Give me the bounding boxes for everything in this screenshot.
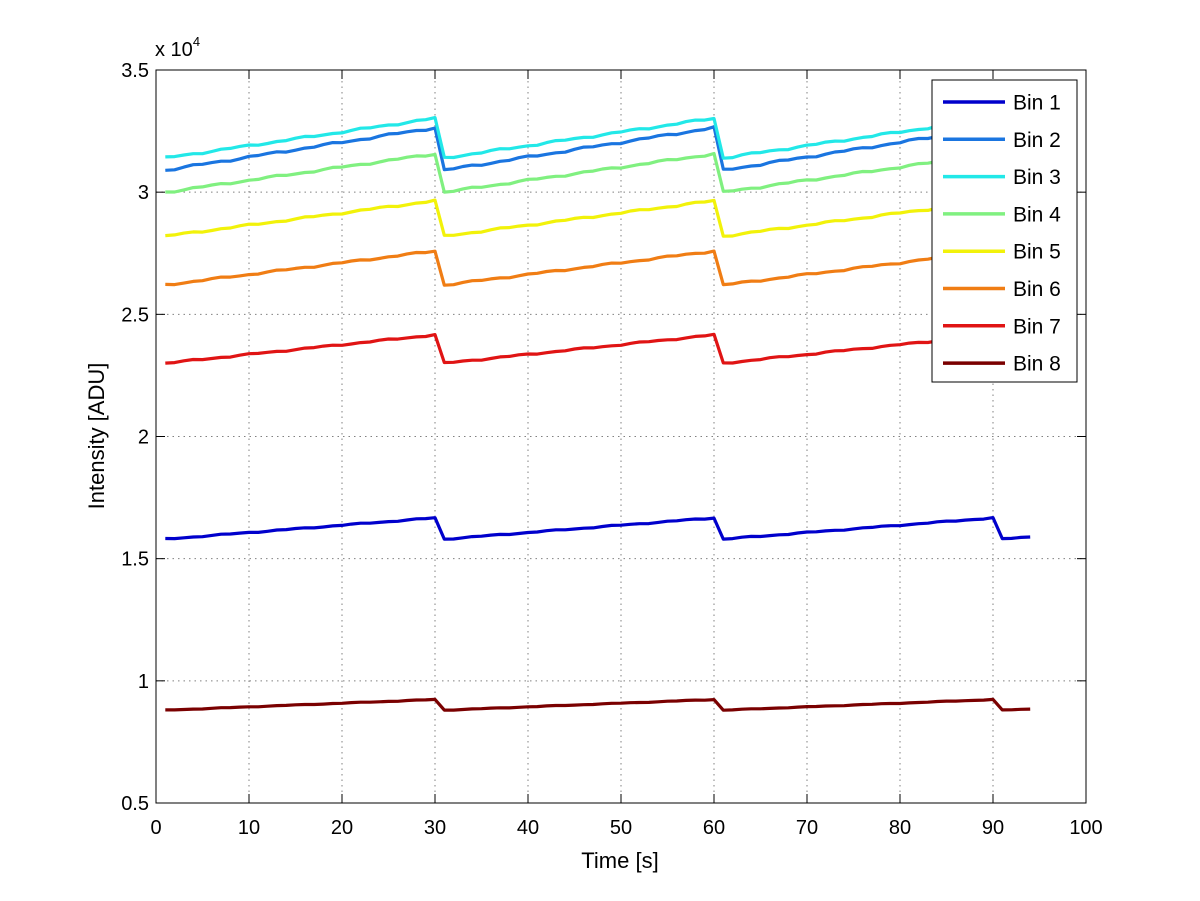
series-line-bin-2: [165, 125, 1031, 172]
y-exponent-base: x 10: [155, 39, 193, 61]
y-tick-label: 3: [138, 182, 149, 204]
tick-labels: 0 10 20 30 40 50 60 70 80 90 100 0.5 1 1.5 2 2.5 3 3.5: [121, 60, 1103, 839]
x-tick-label: 60: [703, 817, 725, 839]
x-tick-label: 70: [796, 817, 818, 839]
y-tick-label: 1: [138, 671, 149, 693]
x-tick-label: 0: [150, 817, 161, 839]
legend-label-bin-5: Bin 5: [1013, 241, 1061, 264]
x-tick-label: 80: [889, 817, 911, 839]
series-line-bin-7: [165, 332, 1031, 365]
x-tick-label: 50: [610, 817, 632, 839]
legend-label-bin-2: Bin 2: [1013, 129, 1061, 152]
y-exponent-label: x 104: [155, 34, 200, 61]
series-line-bin-8: [165, 697, 1031, 712]
legend-label-bin-1: Bin 1: [1013, 92, 1061, 115]
x-tick-label: 90: [982, 817, 1004, 839]
ticks: [155, 69, 1087, 804]
x-tick-label: 10: [238, 817, 260, 839]
legend-label-bin-8: Bin 8: [1013, 353, 1061, 376]
y-tick-label: 2: [138, 427, 149, 449]
x-tick-label: 100: [1069, 817, 1102, 839]
x-axis-label: Time [s]: [581, 848, 658, 873]
legend-label-bin-3: Bin 3: [1013, 166, 1061, 189]
series-line-bin-1: [165, 516, 1031, 541]
y-tick-label: 3.5: [121, 60, 149, 82]
series-layer: [165, 116, 1031, 712]
y-exponent-power: 4: [193, 34, 200, 49]
legend-label-bin-6: Bin 6: [1013, 278, 1061, 301]
series-line-bin-6: [165, 248, 1031, 287]
x-tick-label: 20: [331, 817, 353, 839]
series-line-bin-4: [165, 151, 1031, 194]
series-line-bin-3: [165, 116, 1031, 160]
legend: Bin 1 Bin 2 Bin 3 Bin 4 Bin 5 Bin 6 Bin 7 Bin 8: [931, 79, 1078, 383]
series-line-bin-5: [165, 198, 1031, 238]
y-tick-label: 0.5: [121, 793, 149, 815]
legend-label-bin-7: Bin 7: [1013, 315, 1061, 338]
x-tick-label: 30: [424, 817, 446, 839]
grid: [156, 70, 1086, 803]
y-tick-label: 1.5: [121, 549, 149, 571]
x-tick-label: 40: [517, 817, 539, 839]
y-axis-label: Intensity [ADU]: [84, 363, 109, 510]
legend-label-bin-4: Bin 4: [1013, 203, 1061, 226]
y-tick-label: 2.5: [121, 304, 149, 326]
legend-box: [931, 79, 1078, 383]
